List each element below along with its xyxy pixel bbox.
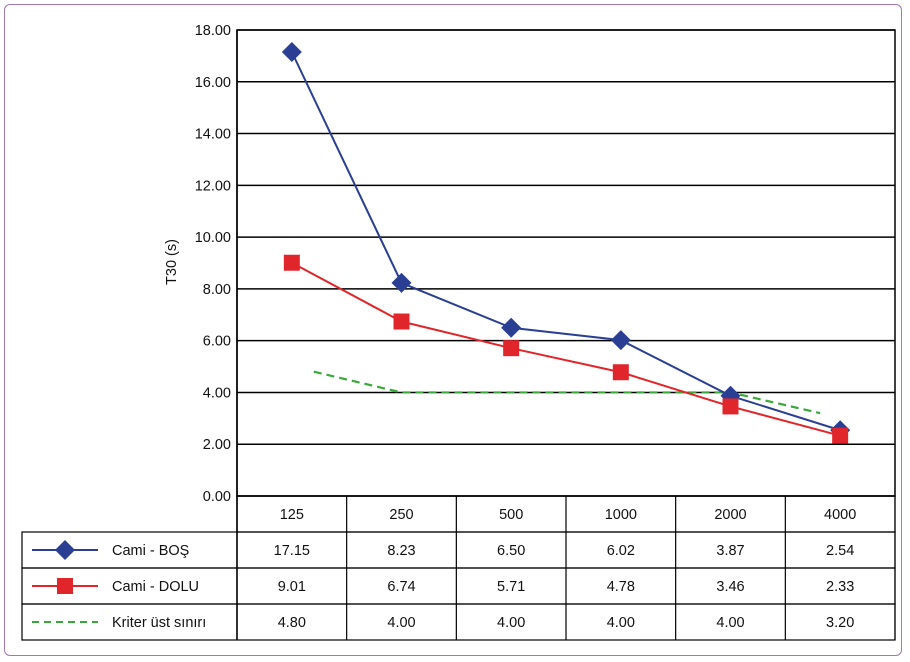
plot-area-border bbox=[236, 29, 896, 497]
table-value-cell: 4.00 bbox=[387, 615, 415, 631]
grid-layer bbox=[236, 29, 896, 497]
data-point-square bbox=[393, 313, 410, 330]
table-value-cell: 17.15 bbox=[274, 543, 310, 559]
y-axis: 0.00 2.00 4.00 6.00 8.00 10.00 12.00 14.00 16.00… bbox=[195, 23, 231, 505]
table-value-cell: 4.80 bbox=[278, 615, 306, 631]
data-point-square bbox=[283, 254, 300, 271]
table-value-cell: 3.87 bbox=[716, 543, 744, 559]
y-tick-label: 8.00 bbox=[203, 282, 231, 298]
table-value-cell: 6.50 bbox=[497, 543, 525, 559]
data-point-diamond bbox=[501, 317, 522, 338]
series-line bbox=[290, 51, 841, 432]
x-category-label: 125 bbox=[280, 507, 304, 523]
legend-series-name: Cami - DOLU bbox=[112, 579, 199, 595]
table-value-cell: 9.01 bbox=[278, 579, 306, 595]
table-value-cell: 4.00 bbox=[607, 615, 635, 631]
y-tick-label: 12.00 bbox=[195, 178, 231, 194]
x-category-label: 2000 bbox=[714, 507, 746, 523]
table-row bbox=[21, 603, 896, 641]
table-value-cell: 3.46 bbox=[716, 579, 744, 595]
table-value-cell: 3.20 bbox=[826, 615, 854, 631]
x-category-label: 1000 bbox=[605, 507, 637, 523]
legend-square-marker bbox=[57, 578, 73, 594]
legend-diamond-marker bbox=[55, 540, 75, 560]
table-value-cell: 6.74 bbox=[387, 579, 415, 595]
data-point-square bbox=[503, 340, 520, 357]
y-tick-label: 18.00 bbox=[195, 23, 231, 39]
y-tick-label: 0.00 bbox=[203, 489, 231, 505]
data-point-square bbox=[722, 398, 739, 415]
series-line bbox=[291, 261, 841, 437]
data-point-diamond bbox=[610, 330, 631, 351]
table-value-cell: 4.00 bbox=[497, 615, 525, 631]
y-tick-label: 2.00 bbox=[203, 437, 231, 453]
x-category-label: 4000 bbox=[824, 507, 856, 523]
y-tick-label: 10.00 bbox=[195, 230, 231, 246]
data-point-square bbox=[832, 427, 849, 444]
x-category-label: 500 bbox=[499, 507, 523, 523]
y-tick-label: 4.00 bbox=[203, 385, 231, 401]
data-point-square bbox=[612, 364, 629, 381]
y-tick-label: 14.00 bbox=[195, 127, 231, 143]
chart-frame bbox=[4, 4, 902, 656]
table-value-cell: 2.54 bbox=[826, 543, 854, 559]
data-point-diamond bbox=[391, 272, 412, 293]
x-category-label: 250 bbox=[389, 507, 413, 523]
data-point-diamond bbox=[281, 42, 302, 63]
table-value-cell: 4.78 bbox=[607, 579, 635, 595]
legend-series-name: Kriter üst sınırı bbox=[112, 615, 206, 631]
data-table: 125 250 500 1000 2000 4000 Cami - BOŞ 17.15 8.23… bbox=[21, 30, 896, 641]
series-layer bbox=[281, 42, 851, 444]
y-tick-label: 16.00 bbox=[195, 75, 231, 91]
table-value-cell: 2.33 bbox=[826, 579, 854, 595]
legend-series-name: Cami - BOŞ bbox=[112, 543, 189, 559]
table-value-cell: 5.71 bbox=[497, 579, 525, 595]
series-line bbox=[313, 370, 821, 415]
table-value-cell: 6.02 bbox=[607, 543, 635, 559]
y-axis-label: T30 (s) bbox=[164, 239, 180, 285]
table-value-cell: 8.23 bbox=[387, 543, 415, 559]
table-value-cell: 4.00 bbox=[716, 615, 744, 631]
y-tick-label: 6.00 bbox=[203, 334, 231, 350]
